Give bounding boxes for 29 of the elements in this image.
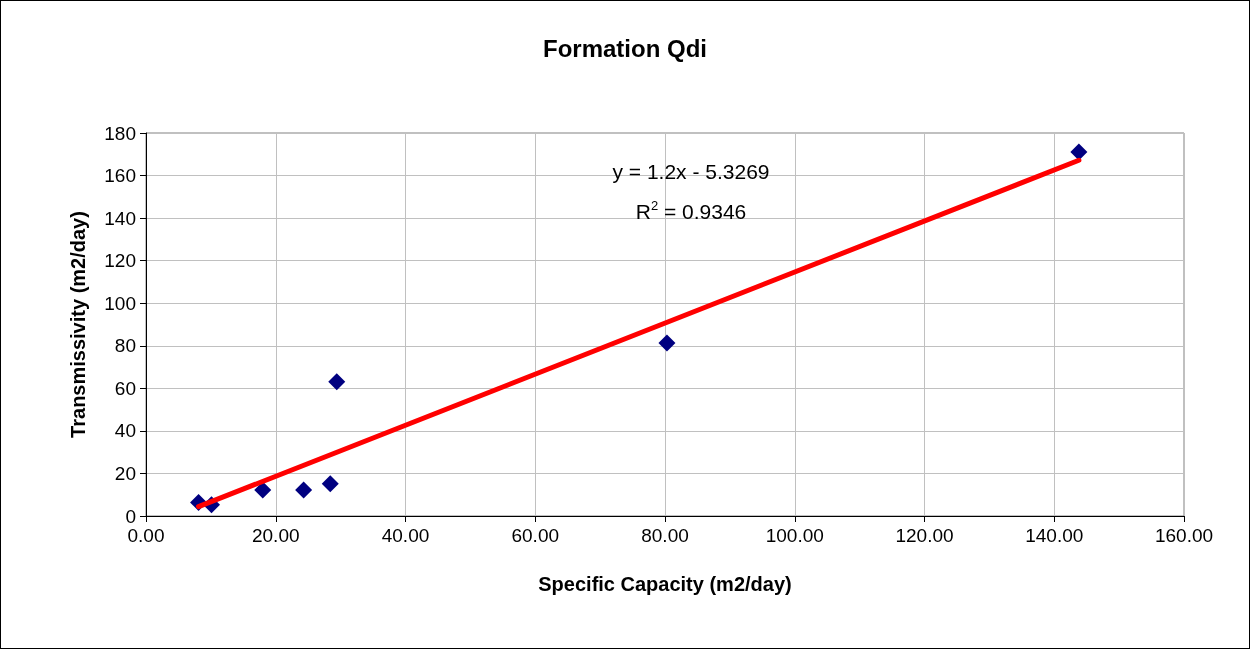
- point: [658, 334, 676, 352]
- x-tick-label: 40.00: [381, 525, 430, 546]
- y-tick-label: 140: [104, 207, 136, 229]
- point: [321, 475, 339, 493]
- x-tick-label: 60.00: [511, 525, 560, 546]
- annotation: y = 1.2x - 5.3269: [612, 160, 770, 183]
- x-tick-label: 160.00: [1154, 525, 1214, 546]
- point: [295, 481, 313, 499]
- x-tick-label: 140.00: [1025, 525, 1084, 546]
- y-tick-label: 180: [104, 122, 136, 144]
- y-tick-label: 80: [114, 335, 136, 357]
- y-tick-label: 100: [104, 292, 136, 314]
- x-axis-title: Specific Capacity (m2/day): [538, 573, 792, 595]
- point: [328, 373, 346, 391]
- y-tick-label: 60: [114, 377, 136, 399]
- x-tick-label: 0.00: [127, 525, 165, 546]
- y-tick-label: 20: [114, 462, 136, 484]
- point: [1070, 143, 1088, 161]
- x-tick-label: 120.00: [895, 525, 954, 546]
- chart-title: Formation Qdi: [543, 34, 707, 62]
- y-tick-label: 160: [104, 165, 136, 187]
- y-axis-title: Transmissivity (m2/day): [67, 211, 89, 438]
- y-tick-label: 40: [114, 420, 136, 442]
- point: [254, 481, 272, 499]
- x-tick-label: 100.00: [765, 525, 824, 546]
- x-tick-label: 80.00: [641, 525, 689, 546]
- y-tick-label: 120: [104, 250, 136, 272]
- y-tick-label: 0: [125, 505, 136, 527]
- x-tick-label: 20.00: [251, 525, 300, 546]
